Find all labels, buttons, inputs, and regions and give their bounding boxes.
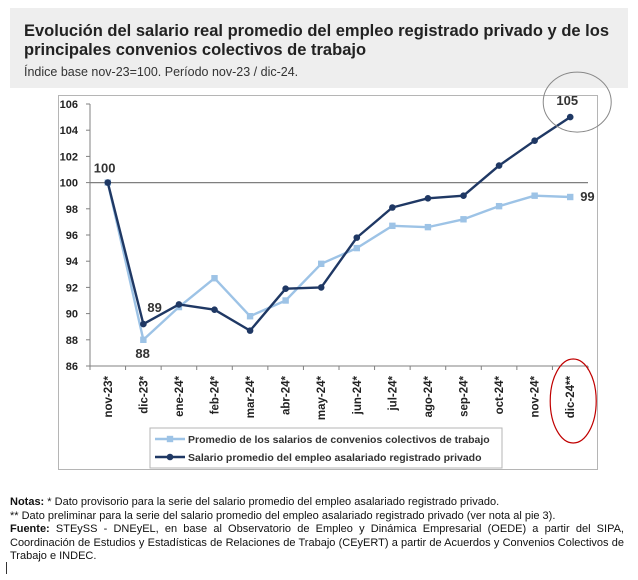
legend-marker-1 <box>166 435 174 443</box>
y-tick-label: 92 <box>66 282 78 294</box>
series-1-point <box>211 275 218 282</box>
x-tick-label: feb-24* <box>210 375 222 414</box>
series-1-point <box>140 336 147 343</box>
x-tick-label: ene-24* <box>174 375 186 416</box>
legend-label-2: Salario promedio del empleo asalariado r… <box>188 452 482 464</box>
x-tick-label: ago-24* <box>423 375 435 417</box>
x-tick-label: nov-24* <box>530 375 542 417</box>
highlight-circle-105 <box>542 71 612 133</box>
x-tick-label: jul-24* <box>387 375 399 411</box>
chart-frame <box>58 95 598 470</box>
y-tick-label: 90 <box>66 309 78 321</box>
series-2-point <box>460 192 467 199</box>
series-2-point <box>175 301 183 308</box>
data-label: 100 <box>94 161 116 176</box>
series-2-point <box>531 137 538 144</box>
x-tick-label: dic-23* <box>138 375 150 413</box>
series-1-point <box>424 223 432 231</box>
series-2-point <box>389 204 396 211</box>
series-2-point <box>282 285 289 293</box>
series-1-point <box>567 193 574 201</box>
y-tick-label: 88 <box>66 335 78 347</box>
y-tick-label: 98 <box>66 204 78 216</box>
chart-subtitle: Índice base nov-23=100. Período nov-23 /… <box>24 65 299 79</box>
series-line-1 <box>106 182 571 341</box>
notes-section: Notas: * Dato provisorio para la serie d… <box>10 496 624 564</box>
series-2-point <box>317 284 325 291</box>
x-tick-label: oct-24* <box>494 375 506 414</box>
legend-marker-2 <box>166 453 174 461</box>
series-2-point <box>424 195 432 202</box>
y-tick-label: 96 <box>66 230 78 242</box>
highlight-ellipse-dic24 <box>549 358 597 444</box>
line-chart: 86 88 90 92 94 96 98 100 102 104 106 nov-23* dic-23*… <box>60 71 612 469</box>
x-tick-label: may-24* <box>316 375 328 420</box>
series-2-point <box>211 306 218 313</box>
series-2-point <box>495 162 503 169</box>
series-1-point <box>460 216 467 223</box>
source-note: Fuente: STEySS - DNEyEL, en base al Obse… <box>10 523 624 564</box>
series-2-point <box>246 327 254 334</box>
note-2: ** Dato preliminar para la serie del sal… <box>10 509 556 522</box>
series-1-point <box>318 260 325 268</box>
series-2-point <box>104 179 112 186</box>
note-1: Notas: * Dato provisorio para la serie d… <box>10 496 624 510</box>
series-1-point <box>531 192 538 199</box>
series-1-point <box>389 222 396 230</box>
y-tick-label: 102 <box>60 151 78 163</box>
data-label: 105 <box>556 93 578 108</box>
y-tick-label: 94 <box>66 256 79 268</box>
series-2-point <box>140 320 147 328</box>
legend-box <box>149 427 503 469</box>
y-tick-label: 86 <box>66 361 78 373</box>
x-tick-label: abr-24* <box>281 375 293 415</box>
x-tick-label: nov-23* <box>103 375 115 417</box>
y-tick-label: 104 <box>60 125 79 137</box>
x-tick-label: sep-24* <box>459 375 471 416</box>
data-label: 89 <box>147 300 161 315</box>
series-1-point <box>353 244 360 252</box>
chart-title: Evolución del salario real promedio del … <box>24 22 609 59</box>
series-1-point <box>495 202 503 210</box>
source-label: Fuente: <box>10 523 50 535</box>
x-tick-label: dic-24** <box>565 375 577 418</box>
x-tick-label: jun-24* <box>352 375 364 415</box>
data-label: 88 <box>135 346 149 361</box>
x-tick-label: mar-24* <box>245 375 257 418</box>
series-1-point <box>246 313 254 320</box>
note-1-text: * Dato provisorio para la serie del sala… <box>47 496 500 508</box>
y-tick-label: 106 <box>60 99 78 111</box>
data-label: 99 <box>580 189 594 204</box>
series-line-2 <box>106 116 571 332</box>
source-text: STEySS - DNEyEL, en base al Observatorio… <box>10 523 624 562</box>
series-2-point <box>566 113 574 121</box>
text-cursor <box>6 562 7 574</box>
notes-label: Notas: <box>10 496 45 508</box>
chart-header: Evolución del salario real promedio del … <box>10 8 628 88</box>
y-tick-label: 100 <box>60 178 78 190</box>
legend-label-1: Promedio de los salarios de convenios co… <box>188 434 490 446</box>
series-2-point <box>353 234 361 241</box>
series-1-point <box>282 297 289 304</box>
